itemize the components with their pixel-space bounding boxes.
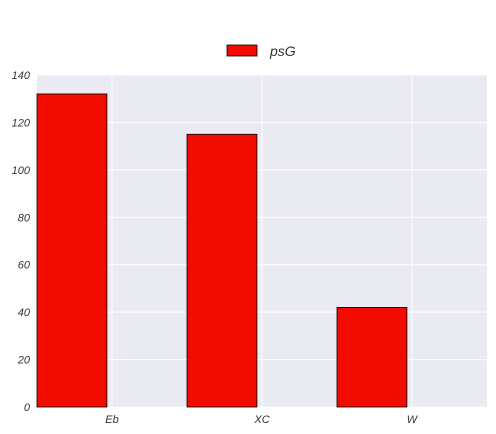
x-axis-ticks: Eb XC W [105, 414, 419, 426]
legend-label-psg: psG [269, 43, 296, 59]
bars [36, 93, 408, 408]
gridlines [37, 74, 487, 408]
y-tick-label: 100 [12, 165, 31, 177]
y-tick-label: 60 [18, 260, 31, 272]
y-tick-label: 140 [12, 70, 31, 82]
bar-eb [36, 93, 108, 408]
y-tick-label: 40 [18, 307, 31, 319]
y-tick-label: 120 [12, 117, 31, 129]
y-axis-ticks: 0 20 40 60 80 100 120 140 [12, 70, 31, 414]
x-tick-label: Eb [105, 414, 118, 426]
legend: psG [226, 43, 296, 59]
bar-w [336, 306, 408, 408]
y-tick-label: 0 [24, 402, 31, 414]
x-tick-label: XC [253, 414, 269, 426]
legend-swatch-psg [226, 44, 258, 57]
bar-xc [186, 133, 258, 408]
y-tick-label: 20 [17, 355, 31, 367]
y-tick-label: 80 [18, 212, 31, 224]
x-tick-label: W [407, 414, 419, 426]
